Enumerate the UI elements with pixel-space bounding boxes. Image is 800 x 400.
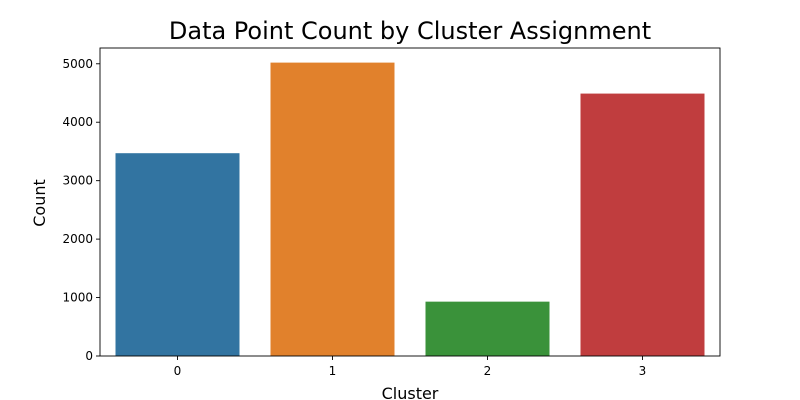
bar-cluster-2 [425, 301, 550, 356]
y-tick-label: 2000 [62, 232, 93, 246]
x-tick-label: 1 [329, 364, 337, 378]
y-tick-label: 3000 [62, 174, 93, 188]
x-tick-label: 0 [174, 364, 182, 378]
plot-area-frame [99, 47, 721, 357]
bar-cluster-0 [115, 153, 240, 356]
bars-group [115, 62, 705, 357]
x-tick-label: 2 [484, 364, 492, 378]
chart-title: Data Point Count by Cluster Assignment [169, 17, 651, 45]
x-axis-label: Cluster [382, 384, 439, 400]
y-axis: 0 1000 2000 3000 4000 5000 [62, 57, 100, 363]
y-axis-label: Count [30, 179, 49, 227]
bar-cluster-3 [580, 93, 705, 356]
y-tick-label: 1000 [62, 291, 93, 305]
y-tick-label: 0 [85, 349, 93, 363]
bar-cluster-1 [270, 62, 395, 357]
x-axis: 0 1 2 3 [174, 356, 647, 378]
y-tick-label: 4000 [62, 115, 93, 129]
x-tick-label: 3 [639, 364, 647, 378]
y-tick-label: 5000 [62, 57, 93, 71]
